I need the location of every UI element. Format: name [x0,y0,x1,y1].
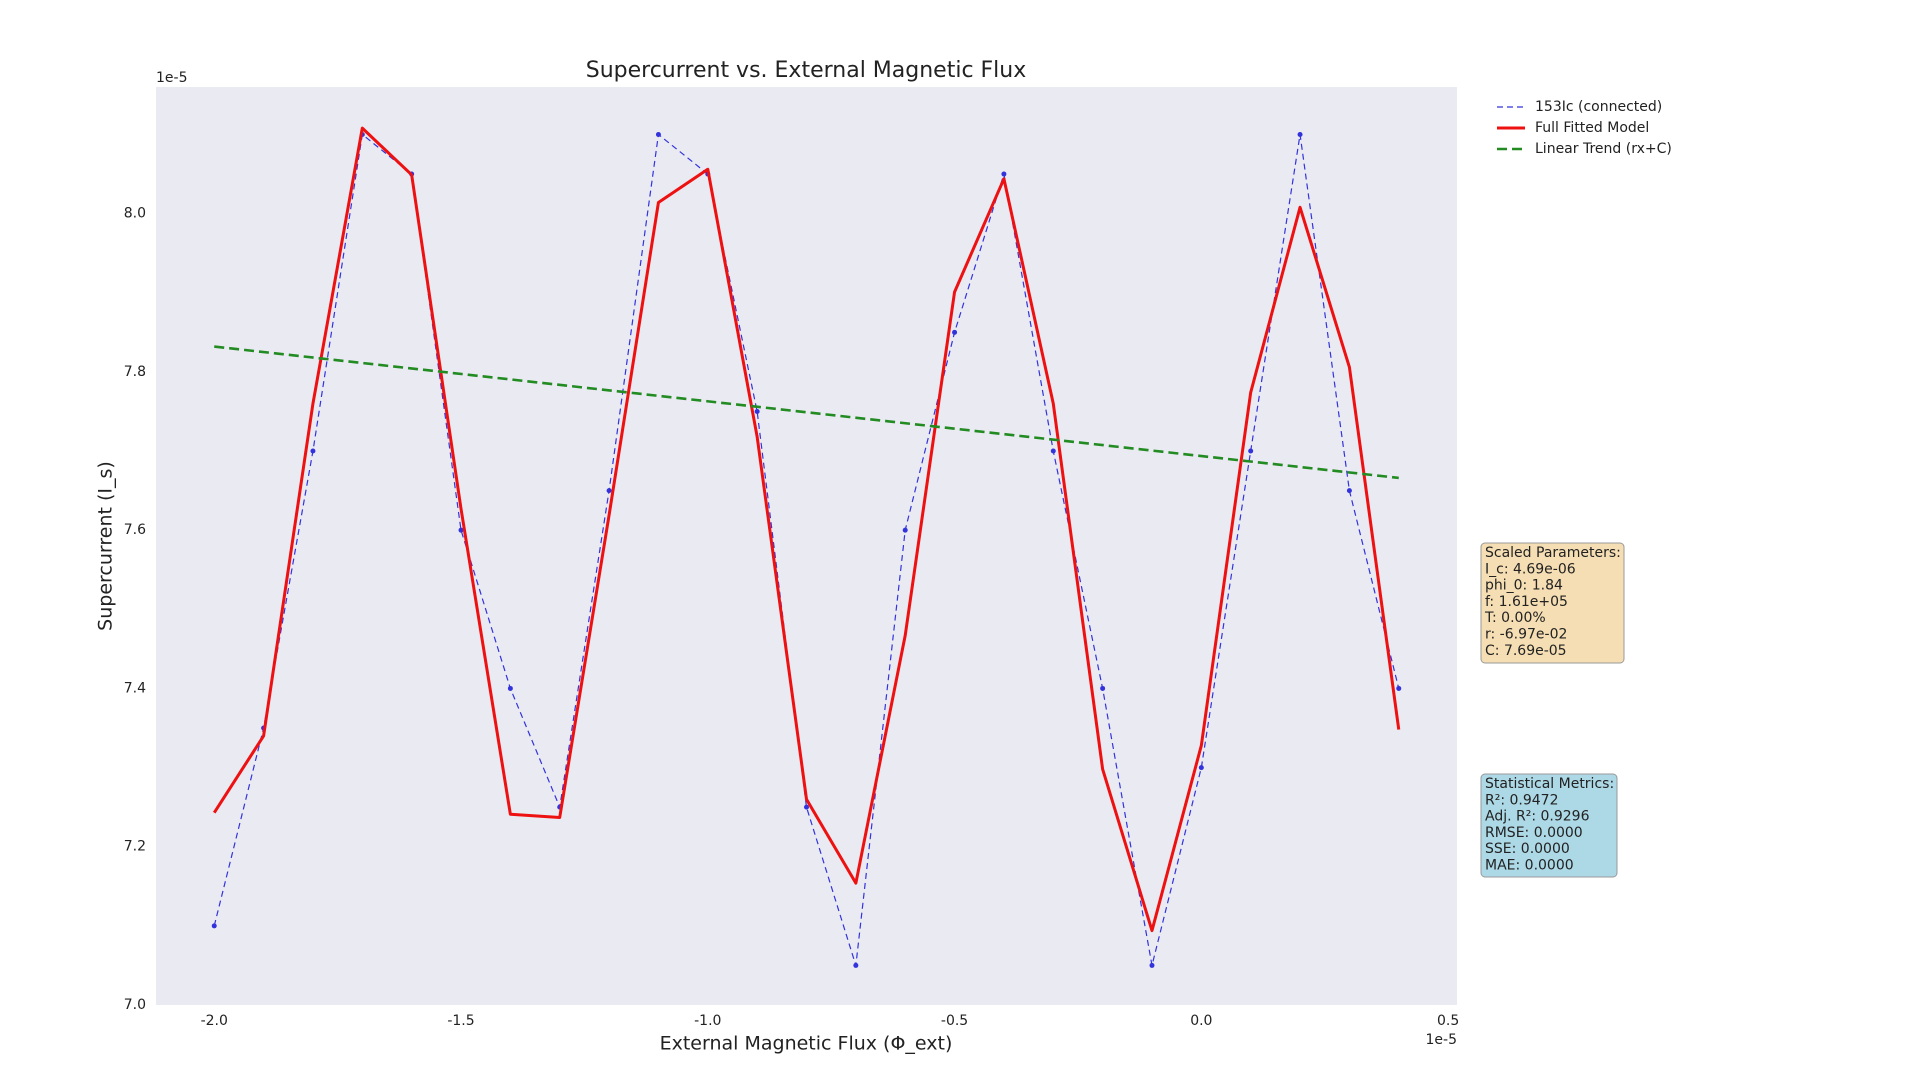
data-point [952,329,958,335]
y-tick-label: 7.4 [124,680,146,696]
series-line [212,126,1401,933]
annotation-line: r: -6.97e-02 [1485,627,1567,643]
annotation-line: I_c: 4.69e-06 [1485,561,1576,577]
x-tick-label: -0.5 [941,1013,968,1029]
data-point [804,804,809,810]
data-point [1100,685,1106,691]
legend-label: Full Fitted Model [1535,120,1649,136]
data-point [1396,685,1402,691]
data-point [606,488,612,494]
data-point [853,962,859,968]
annotation-line: Adj. R²: 0.9296 [1485,809,1590,825]
legend-label: 153Ic (connected) [1535,99,1662,115]
annotation-box [1480,773,1618,878]
data-point [1001,171,1007,177]
x-offset-label: 1e-5 [1426,1032,1457,1048]
series-line [214,345,1399,480]
x-tick-label: -1.0 [694,1013,721,1029]
y-tick-label: 7.6 [124,522,146,538]
y-tick-label: 7.0 [124,997,146,1013]
annotation-line: phi_0: 1.84 [1485,578,1563,594]
data-point [1346,488,1352,494]
data-point [1149,962,1155,968]
y-tick-label: 8.0 [124,206,146,222]
y-tick-label: 7.8 [124,364,146,380]
annotation-line: MAE: 0.0000 [1485,858,1574,874]
data-point [1248,448,1254,454]
x-tick-label: 0.0 [1190,1013,1212,1029]
y-offset-label: 1e-5 [156,70,187,86]
legend-label: Linear Trend (rx+C) [1535,141,1672,157]
annotation-line: R²: 0.9472 [1485,792,1559,808]
annotation-line: T: 0.00% [1484,610,1546,626]
annotation-line: Statistical Metrics: [1485,776,1614,792]
x-tick-label: -1.5 [447,1013,474,1029]
annotation-line: SSE: 0.0000 [1485,841,1570,857]
data-point [754,408,760,414]
x-axis-label: External Magnetic Flux (Φ_ext) [660,1033,953,1055]
annotation-line: RMSE: 0.0000 [1485,825,1583,841]
data-point [655,131,661,137]
data-point [310,448,316,454]
x-tick-label: 0.5 [1437,1013,1459,1029]
chart-title: Supercurrent vs. External Magnetic Flux [586,58,1027,83]
data-point [902,527,908,533]
annotation-box [1480,542,1625,664]
y-tick-label: 7.2 [124,839,146,855]
annotation-line: Scaled Parameters: [1485,545,1621,561]
data-point [1050,448,1056,454]
data-point [1198,765,1204,771]
x-tick-label: -2.0 [201,1013,228,1029]
y-axis-label: Supercurrent (I_s) [95,461,117,631]
plot-area [156,87,1457,1005]
data-point [1297,131,1303,137]
data-point [458,527,464,533]
data-point [211,923,217,929]
annotation-line: C: 7.69e-05 [1485,643,1567,659]
data-point [507,685,513,691]
annotation-line: f: 1.61e+05 [1485,594,1568,610]
